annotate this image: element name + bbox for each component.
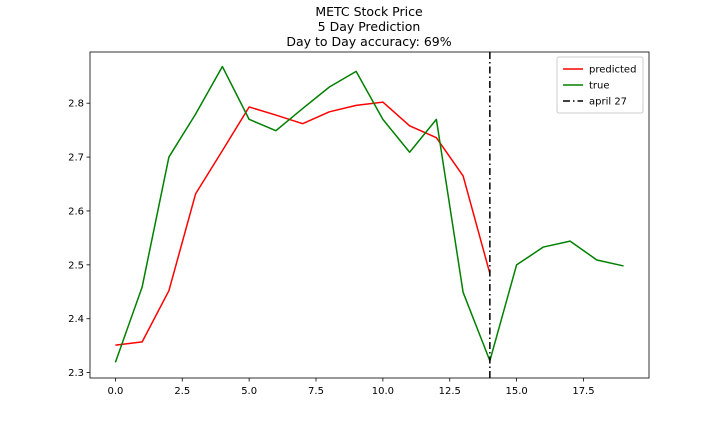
legend-label: predicted — [589, 65, 636, 76]
chart-title: METC Stock Price 5 Day Prediction Day to… — [286, 4, 451, 49]
x-tick-label: 0.0 — [107, 386, 123, 397]
x-tick-label: 7.5 — [308, 386, 324, 397]
y-tick-label: 2.4 — [68, 314, 84, 325]
plot-frame — [89, 51, 650, 379]
plot-data — [114, 52, 624, 378]
series-line-predicted — [115, 101, 491, 346]
x-tick-label: 2.5 — [174, 386, 190, 397]
legend-label: true — [589, 81, 610, 92]
x-tick-label: 10.0 — [372, 386, 394, 397]
legend-label: april 27 — [589, 97, 627, 108]
legend: predicted true april 27 — [556, 56, 644, 114]
y-tick-label: 2.8 — [68, 99, 84, 110]
axes: 0.0 2.5 5.0 7.5 10.0 12.5 15.0 17.5 2.3 2.4 2.5 2.6… — [68, 51, 650, 397]
x-tick-label: 5.0 — [241, 386, 257, 397]
x-tick-label: 12.5 — [439, 386, 461, 397]
y-tick-label: 2.7 — [68, 153, 84, 164]
y-tick-label: 2.6 — [68, 206, 84, 217]
series-line-true — [114, 65, 624, 363]
legend-box — [556, 56, 644, 114]
y-tick-label: 2.3 — [68, 368, 84, 379]
title-line-2: 5 Day Prediction — [318, 19, 421, 34]
title-line-3: Day to Day accuracy: 69% — [286, 34, 451, 49]
y-tick-label: 2.5 — [68, 260, 84, 271]
x-tick-label: 17.5 — [572, 386, 594, 397]
x-tick-label: 15.0 — [505, 386, 527, 397]
title-line-1: METC Stock Price — [315, 4, 423, 19]
